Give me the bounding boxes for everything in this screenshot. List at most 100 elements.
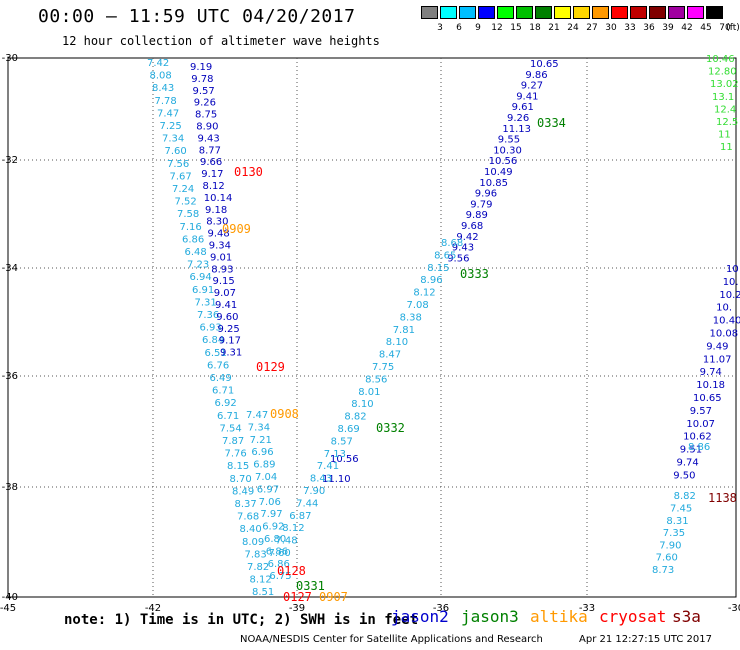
wave-height-value: 7.54: [220, 423, 242, 434]
wave-height-value: 11.07: [703, 354, 732, 365]
wave-height-value: 10.2: [719, 290, 740, 301]
wave-height-value: 8.12: [282, 523, 304, 534]
wave-height-value: 7.78: [155, 96, 177, 107]
wave-height-value: 7.34: [248, 422, 270, 433]
color-swatch-42: [668, 6, 685, 19]
wave-height-value: 7.41: [317, 461, 339, 472]
pass-time-label: 0332: [376, 421, 405, 435]
wave-height-value: 9.51: [680, 445, 702, 456]
wave-height-value: 9.55: [498, 135, 520, 146]
satellite-legend-altika: altika: [530, 607, 588, 626]
wave-height-value: 7.82: [247, 562, 269, 573]
wave-height-value: 8.77: [199, 145, 221, 156]
wave-height-value: 7.56: [167, 159, 189, 170]
wave-height-value: 11.13: [502, 124, 531, 135]
wave-height-value: 7.48: [275, 536, 297, 547]
wave-height-value: 7.52: [175, 197, 197, 208]
wave-height-value: 8.90: [196, 122, 218, 133]
wave-height-value: 9.34: [209, 241, 231, 252]
wave-height-value: 7.45: [670, 504, 692, 515]
wave-height-value: 6.86: [182, 234, 204, 245]
wave-height-value: 9.43: [452, 243, 474, 254]
wave-height-value: 7.23: [187, 260, 209, 271]
color-swatch-21: [535, 6, 552, 19]
wave-height-value: 7.13: [324, 449, 346, 460]
color-level-label: 12: [491, 23, 503, 33]
color-swatch-70: [706, 6, 723, 19]
wave-height-value: 8.86: [688, 442, 710, 453]
color-swatch-6: [440, 6, 457, 19]
footer-note: note: 1) Time is in UTC; 2) SWH is in fe…: [64, 612, 419, 628]
wave-height-value: 9.17: [201, 169, 223, 180]
wave-height-value: 7.75: [372, 362, 394, 373]
wave-height-value: 7.60: [656, 553, 678, 564]
wave-height-value: 9.26: [194, 98, 216, 109]
wave-height-value: 6.80: [264, 534, 286, 545]
wave-height-value: 8.68: [441, 238, 463, 249]
color-level-label: 15: [510, 23, 522, 33]
wave-height-value: 13.02: [710, 79, 739, 90]
longitude-label: -45: [0, 603, 16, 614]
wave-height-value: 7.68: [237, 512, 259, 523]
pass-time-label: 0130: [234, 165, 263, 179]
wave-height-value: 6.48: [185, 247, 207, 258]
color-swatch-3: [421, 6, 438, 19]
wave-height-value: 7.58: [177, 209, 199, 220]
wave-height-value: 9.41: [215, 300, 237, 311]
color-level-label: 42: [681, 23, 693, 33]
color-level-label: 6: [456, 23, 462, 33]
wave-height-value: 6.94: [190, 272, 212, 283]
satellite-legend-jason3: jason3: [461, 607, 519, 626]
wave-height-value: 7.25: [160, 121, 182, 132]
pass-time-label: 1138: [708, 491, 737, 505]
wave-height-value: 13.1: [712, 92, 734, 103]
wave-height-value: 8.12: [203, 181, 225, 192]
wave-height-value: 8.31: [666, 516, 688, 527]
wave-height-value: 8.43: [152, 83, 174, 94]
wave-height-value: 7.90: [303, 486, 325, 497]
latitude-label: -32: [2, 155, 18, 166]
color-swatch-12: [478, 6, 495, 19]
wave-height-value: 9.74: [677, 458, 699, 469]
wave-height-value: 10.49: [484, 167, 513, 178]
wave-height-value: 7.04: [255, 472, 277, 483]
map-subtitle: 12 hour collection of altimeter wave hei…: [62, 34, 380, 48]
satellite-legend-jason2: jason2: [391, 607, 449, 626]
wave-height-value: 10.: [716, 303, 732, 314]
longitude-label: -36: [433, 603, 449, 614]
wave-height-value: 8.69: [338, 424, 360, 435]
pass-time-label: 0128: [277, 564, 306, 578]
longitude-label: -30: [728, 603, 740, 614]
wave-height-value: 8.01: [358, 387, 380, 398]
wave-height-value: 9.57: [193, 86, 215, 97]
color-level-label: 18: [529, 23, 541, 33]
wave-height-value: 9.49: [706, 341, 728, 352]
wave-height-value: 6.71: [217, 411, 239, 422]
wave-height-value: 8.38: [400, 312, 422, 323]
wave-height-value: 10.65: [693, 393, 722, 404]
wave-height-value: 10.65: [530, 59, 559, 70]
pass-time-label: 0129: [256, 360, 285, 374]
pass-time-label: 0908: [270, 407, 299, 421]
wave-height-value: 6.91: [192, 285, 214, 296]
satellite-legend-cryosat: cryosat: [599, 607, 667, 626]
wave-height-value: 6.92: [215, 398, 237, 409]
wave-height-value: 8.40: [240, 524, 262, 535]
wave-height-value: 6.71: [212, 386, 234, 397]
color-level-label: 36: [643, 23, 655, 33]
satellite-legend-s3a: s3a: [672, 607, 701, 626]
wave-height-value: 8.56: [365, 374, 387, 385]
wave-height-value: 6.84: [202, 335, 224, 346]
wave-height-value: 8.57: [331, 436, 353, 447]
wave-height-value: 9.19: [190, 62, 212, 73]
pass-time-label: 0907: [319, 590, 348, 604]
wave-height-value: 9.60: [216, 312, 238, 323]
wave-height-value: 12.5: [716, 117, 738, 128]
wave-height-value: 9.17: [219, 336, 241, 347]
wave-height-value: 10.56: [489, 156, 518, 167]
wave-height-value: 10.07: [686, 419, 715, 430]
wave-height-value: 6.49: [210, 373, 232, 384]
wave-height-value: 8.75: [195, 110, 217, 121]
wave-height-value: 9.66: [200, 157, 222, 168]
wave-height-value: 9.68: [461, 221, 483, 232]
